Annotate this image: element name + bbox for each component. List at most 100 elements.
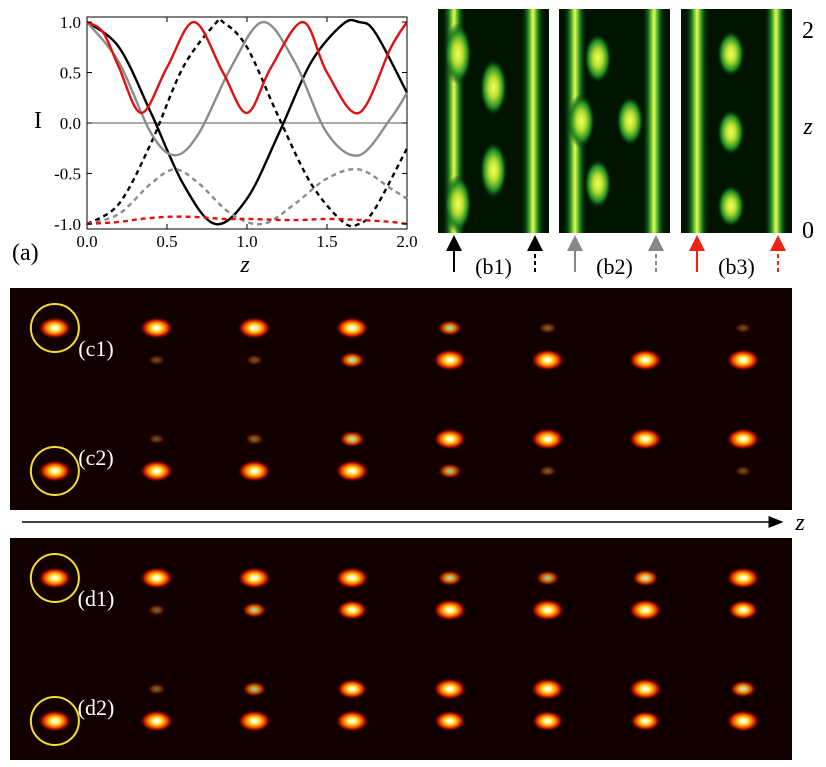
y-tick-label: 0.0 [60,114,81,133]
spot-top [535,570,560,586]
spot-top [437,320,463,336]
series-line-3 [86,20,409,157]
b-panel-label: (b3) [718,254,755,279]
heatmap-panels-b: 2 z 0 (b1) (b2) (b3) [438,9,814,279]
input-circle [29,696,80,746]
b-panel-labels: (b1) (b2) (b3) [475,254,755,279]
heatmap-panel-d: (d1) (d2) [10,538,792,760]
series-line-1 [86,18,409,226]
spot-top [139,317,174,339]
spot-bottom [335,460,370,482]
spot-top [148,433,166,445]
heatmap-bg-c [10,288,792,510]
spot-top [433,428,467,450]
b-heatmap-3 [681,9,792,272]
spot-top [336,678,368,700]
input-circle [29,303,80,353]
intensity-spot [583,158,612,210]
spot-bottom [339,351,366,369]
spot-bottom [147,604,166,616]
spot-bottom [734,465,752,477]
spot-bottom [241,602,267,618]
spot-bottom [335,710,370,732]
x-tick-label: 1.5 [316,232,337,251]
spot-bottom [531,710,564,732]
spot-top [734,322,752,334]
x-tick-labels: 0.0 0.5 1.0 1.5 2.0 [76,17,418,251]
spot-bottom [237,710,272,732]
y-tick-labels: 1.0 0.5 0.0 -0.5 -1.0 [54,13,407,234]
spot-top [139,567,174,589]
spot-top [729,680,757,698]
row-label-c2: (c2) [78,445,113,470]
x-tick-label: 0.5 [156,232,177,251]
spot-bottom [628,349,663,371]
heatmap-panel-c: (c1) (c2) [10,288,792,510]
spot-bottom [530,349,565,371]
spot-bottom [148,354,166,366]
b-y-axis-label: z [802,114,813,140]
spot-top [339,430,366,448]
spot-bottom [139,460,174,482]
spot-top [538,322,557,334]
spot-top [628,428,663,450]
y-tick-label: 0.5 [60,64,81,83]
x-axis-label: z [239,252,250,278]
edge-stripe-right [521,9,545,233]
z-axis-arrow: z [22,510,805,536]
spot-bottom [237,460,272,482]
b-heatmaps [438,9,792,272]
intensity-spot [583,32,612,84]
spot-top [530,678,565,700]
series-group [86,17,409,228]
spot-top [726,567,761,589]
spot-top [242,681,267,697]
intensity-spot [443,174,472,233]
spot-bottom [629,710,662,732]
spot-top [37,317,72,339]
spot-top [237,567,272,589]
row-label-d1: (d1) [78,586,115,611]
intensity-spot [479,58,508,117]
x-tick-label: 0.0 [76,232,97,251]
x-tick-label: 1.0 [236,232,257,251]
y-axis-label: I [34,108,42,134]
x-tick-label: 2.0 [396,232,417,251]
spot-top [245,433,264,445]
spot-bottom [530,599,565,621]
intensity-spot [567,93,596,149]
input-circle [29,446,80,496]
heatmap-bg-d [10,538,792,760]
spot-bottom [336,599,368,621]
spot-bottom [432,349,467,371]
spot-top [335,567,370,589]
spot-top [335,317,370,339]
spot-top [432,678,467,700]
edge-stripe-left [685,9,709,233]
spot-bottom [245,354,264,366]
intensity-spot [479,141,508,200]
panel-label-a: (a) [12,240,39,266]
spot-bottom [432,599,467,621]
spot-bottom [628,599,663,621]
edge-stripe-right [642,9,666,233]
spot-bottom [726,349,761,371]
b-panel-label: (b2) [596,254,633,279]
row-label-c1: (c1) [78,336,113,361]
spot-top [237,317,272,339]
y-tick-label: -0.5 [54,164,81,183]
edge-stripe-right [764,9,788,233]
b-y-tick-bottom: 0 [802,218,814,244]
spot-top [628,678,663,700]
spot-bottom [437,463,462,479]
spot-bottom [727,599,759,621]
intensity-spot [716,108,745,156]
series-line-2 [86,17,409,228]
spot-bottom [37,460,72,482]
intensity-spot [716,30,745,78]
intensity-spot [443,22,472,85]
series-line-6 [86,215,408,226]
row-label-d2: (d2) [78,695,115,720]
spot-top [631,569,659,587]
spot-bottom [433,710,466,732]
